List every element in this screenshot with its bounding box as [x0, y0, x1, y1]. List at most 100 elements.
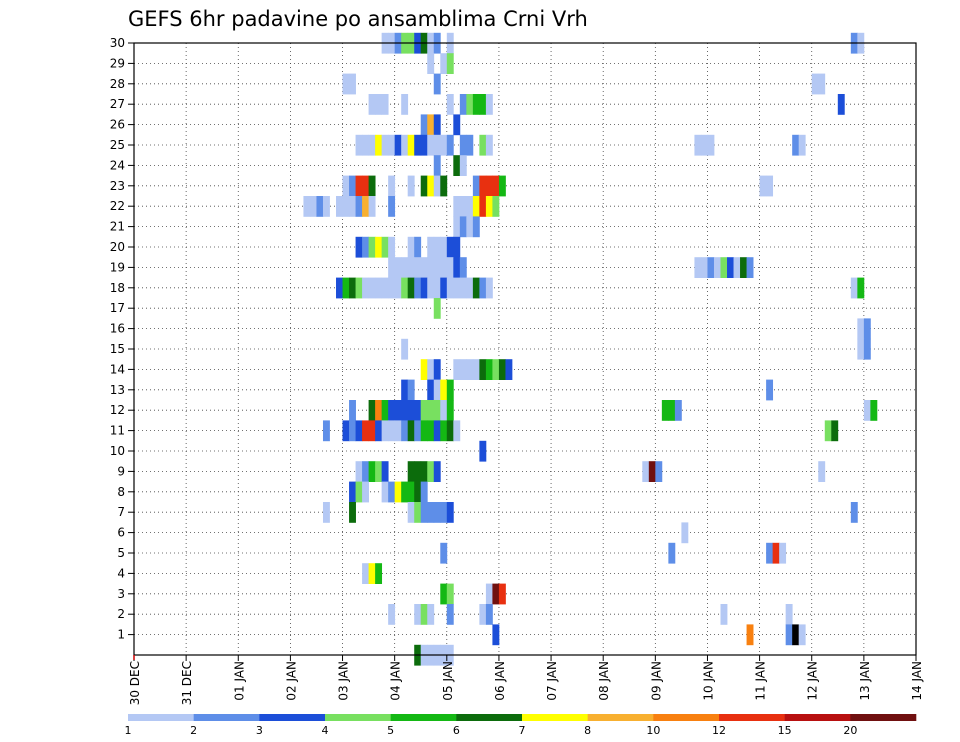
heatmap-cell: [394, 420, 402, 442]
heatmap-cell: [401, 338, 409, 360]
x-tick-label: 02 JAN: [284, 661, 298, 701]
heatmap-cell: [446, 94, 454, 115]
heatmap-cell: [381, 481, 389, 503]
x-tick-label: 05 JAN: [441, 661, 455, 701]
heatmap-cell: [420, 604, 428, 625]
heatmap-cell: [407, 257, 415, 278]
x-tick-label: 08 JAN: [597, 661, 611, 701]
heatmap-cell: [394, 257, 402, 278]
legend-swatch: [653, 714, 720, 721]
heatmap-cell: [492, 624, 500, 646]
legend-label: 15: [778, 724, 792, 737]
heatmap-cell: [446, 379, 454, 401]
y-tick-label: 18: [110, 281, 125, 295]
heatmap-cell: [792, 134, 800, 156]
heatmap-cell: [336, 196, 343, 217]
heatmap-cell: [401, 400, 409, 421]
heatmap-cell: [407, 134, 415, 156]
heatmap-cell: [427, 461, 435, 482]
heatmap-cell: [394, 134, 402, 156]
heatmap-cell: [368, 277, 376, 299]
heatmap-cell: [453, 277, 461, 299]
y-tick-label: 8: [117, 485, 125, 499]
heatmap-cell: [401, 94, 409, 115]
y-axis: 1234567891011121314151617181920212223242…: [110, 36, 134, 642]
heatmap-cell: [746, 624, 754, 646]
y-tick-label: 20: [110, 240, 125, 254]
heatmap-cell: [446, 236, 454, 258]
heatmap-cell: [342, 420, 350, 442]
heatmap-cell: [355, 420, 363, 442]
heatmap-cell: [700, 257, 708, 278]
heatmap-cell: [401, 277, 409, 299]
heatmap-cell: [746, 257, 754, 278]
legend-label: 10: [646, 724, 660, 737]
heatmap-cell: [479, 196, 487, 217]
heatmap-cell: [427, 502, 435, 523]
heatmap-cell: [440, 257, 448, 278]
heatmap-cell: [388, 257, 396, 278]
heatmap-cell: [427, 604, 435, 625]
heatmap-cell: [433, 257, 441, 278]
heatmap-cell: [818, 461, 826, 482]
heatmap-cell: [420, 277, 428, 299]
heatmap-cell: [700, 134, 708, 156]
heatmap-cell: [368, 420, 376, 442]
x-tick-label: 03 JAN: [337, 661, 351, 701]
y-tick-label: 26: [110, 118, 125, 132]
heatmap-cell: [433, 134, 441, 156]
heatmap-cell: [440, 583, 448, 605]
heatmap-cell: [401, 481, 409, 503]
heatmap-cell: [479, 359, 487, 380]
heatmap-cell: [349, 277, 356, 299]
heatmap-cell: [433, 236, 441, 258]
heatmap-cell: [466, 134, 474, 156]
heatmap-cell: [375, 277, 383, 299]
heatmap-cell: [427, 400, 435, 421]
heatmap-cell: [362, 236, 369, 258]
heatmap-cell: [674, 400, 682, 421]
heatmap-cell: [818, 73, 826, 95]
heatmap-cell: [870, 400, 878, 421]
heatmap-cell: [863, 400, 871, 421]
heatmap-cell: [433, 420, 441, 442]
heatmap-cell: [466, 94, 474, 115]
heatmap-cell: [453, 114, 461, 136]
legend-swatch: [850, 714, 917, 721]
heatmap-cell: [798, 134, 806, 156]
heatmap-cell: [440, 502, 448, 523]
heatmap-cell: [336, 277, 343, 299]
heatmap-cell: [453, 420, 461, 442]
heatmap-cell: [401, 420, 409, 442]
heatmap-cell: [420, 420, 428, 442]
heatmap-cell: [472, 359, 480, 380]
heatmap-cell: [375, 461, 383, 482]
heatmap-cell: [453, 155, 461, 176]
x-axis: 30 DEC 31 DEC 01 JAN 02 JAN 03 JAN 04 JAN 05 J…: [128, 655, 924, 705]
heatmap-cell: [375, 420, 383, 442]
y-tick-label: 23: [110, 179, 125, 193]
heatmap-cell: [446, 277, 454, 299]
heatmap-cell: [407, 236, 415, 258]
heatmap-cell: [466, 277, 474, 299]
heatmap-cell: [492, 196, 500, 217]
heatmap-cell: [433, 114, 441, 136]
heatmap-cell: [420, 134, 428, 156]
heatmap-cell: [837, 94, 845, 115]
heatmap-cell: [355, 481, 363, 503]
legend-label: 2: [190, 724, 197, 737]
heatmap-cell: [401, 134, 409, 156]
heatmap-cell: [857, 277, 865, 299]
heatmap-cell: [414, 604, 422, 625]
y-tick-label: 10: [110, 444, 125, 458]
heatmap-cell: [466, 196, 474, 217]
y-tick-label: 28: [110, 77, 125, 91]
heatmap-cell: [498, 583, 506, 605]
heatmap-cell: [453, 257, 461, 278]
heatmap-cell: [381, 134, 389, 156]
heatmap-cell: [427, 359, 435, 380]
heatmap-cell: [681, 522, 689, 544]
heatmap-cell: [440, 277, 448, 299]
heatmap-cell: [362, 196, 369, 217]
